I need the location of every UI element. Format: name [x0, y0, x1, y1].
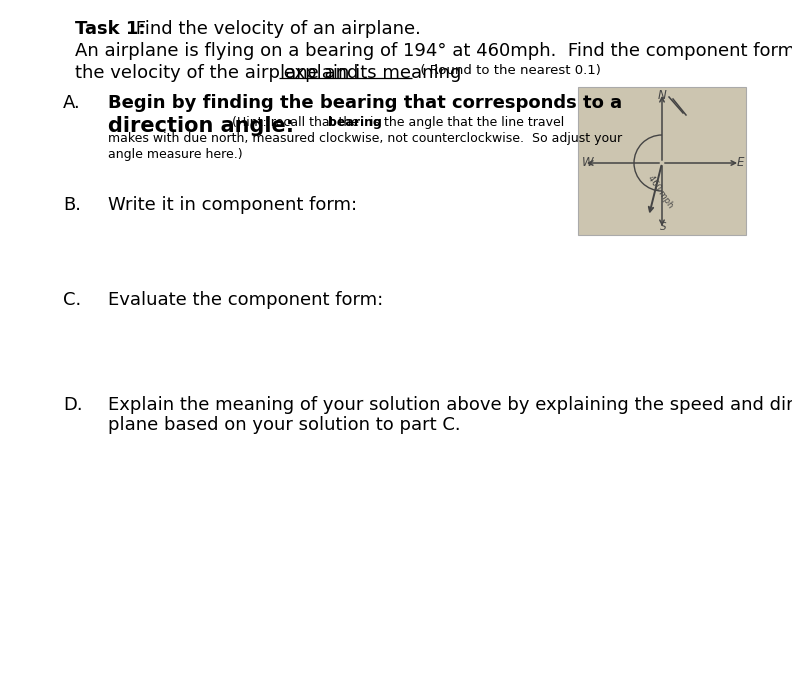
Text: is the angle that the line travel: is the angle that the line travel — [366, 116, 564, 129]
Text: N: N — [657, 89, 666, 102]
Text: W: W — [582, 156, 594, 169]
Text: makes with due north, measured clockwise, not counterclockwise.  So adjust your: makes with due north, measured clockwise… — [108, 132, 623, 145]
Text: . ( Round to the nearest 0.1): . ( Round to the nearest 0.1) — [412, 64, 601, 77]
Text: (Hint: recall that the: (Hint: recall that the — [228, 116, 363, 129]
Text: angle measure here.): angle measure here.) — [108, 148, 242, 161]
Text: 460 mph: 460 mph — [646, 174, 675, 210]
Text: the velocity of the airplane and: the velocity of the airplane and — [75, 64, 358, 82]
Text: A.: A. — [63, 94, 81, 112]
Text: Evaluate the component form:: Evaluate the component form: — [108, 291, 383, 309]
Text: E: E — [737, 156, 744, 169]
Text: Begin by finding the bearing that corresponds to a: Begin by finding the bearing that corres… — [108, 94, 623, 112]
Text: Find the velocity of an airplane.: Find the velocity of an airplane. — [130, 20, 421, 38]
Text: C.: C. — [63, 291, 82, 309]
Text: Write it in component form:: Write it in component form: — [108, 196, 357, 214]
Text: Explain the meaning of your solution above by explaining the speed and direction: Explain the meaning of your solution abo… — [108, 396, 792, 414]
Text: explain its meaning: explain its meaning — [278, 64, 462, 82]
Text: B.: B. — [63, 196, 81, 214]
Text: direction angle:: direction angle: — [108, 116, 294, 136]
Bar — [578, 87, 746, 235]
Text: An airplane is flying on a bearing of 194° at 460mph.  Find the component form o: An airplane is flying on a bearing of 19… — [75, 42, 792, 60]
Text: Task 1:: Task 1: — [75, 20, 146, 38]
Text: S: S — [660, 222, 666, 232]
Text: plane based on your solution to part C.: plane based on your solution to part C. — [108, 416, 461, 434]
Text: D.: D. — [63, 396, 82, 414]
Text: bearing: bearing — [328, 116, 382, 129]
